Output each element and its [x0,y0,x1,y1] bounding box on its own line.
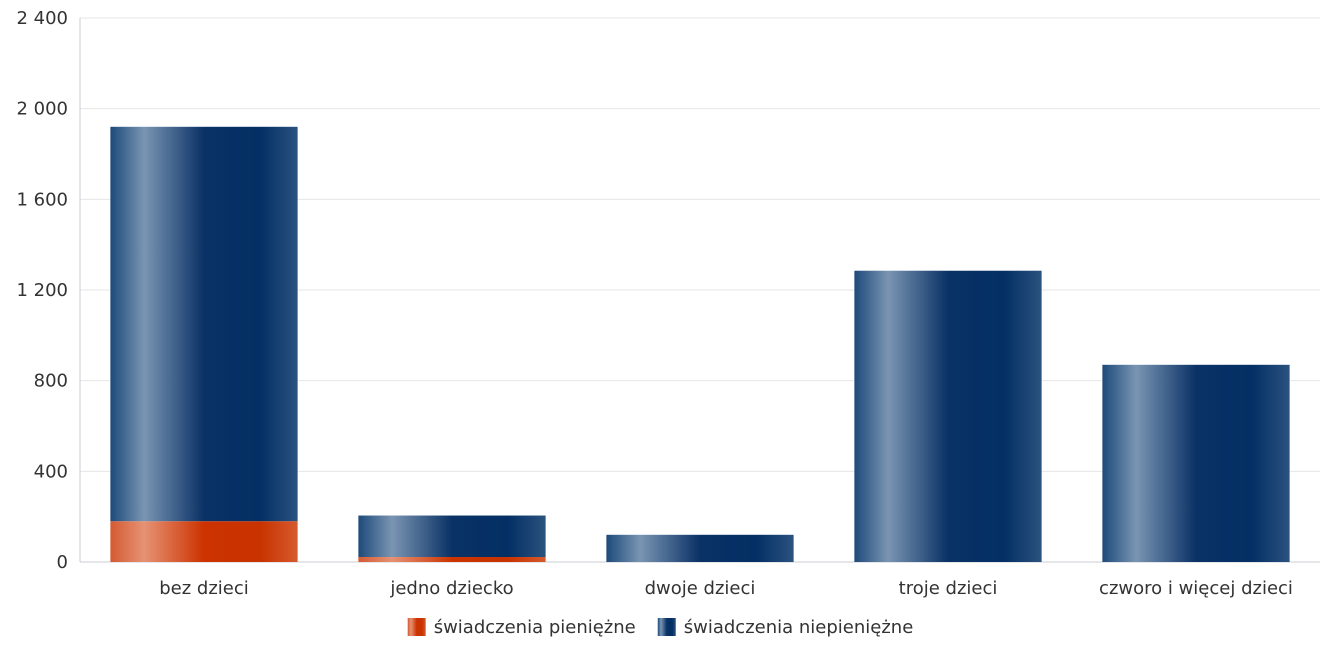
y-tick-label: 1 600 [16,189,68,210]
legend-swatch[interactable] [657,618,676,636]
y-tick-label: 2 000 [16,99,68,120]
x-axis-categories: bez dzieci jedno dziecko dwoje dzieci troje… [159,578,1293,599]
bar-segment-noncash[interactable] [358,515,546,558]
x-category-label: jedno dziecko [389,578,513,599]
bar-segment-cash[interactable] [110,521,298,562]
y-tick-label: 1 200 [16,280,68,301]
y-axis-ticks: 0 400 800 1 200 1 600 2 000 2 400 [16,8,68,573]
y-tick-label: 800 [34,371,68,392]
legend-label: świadczenia pieniężne [434,617,636,638]
bar-segment-cash[interactable] [358,557,546,562]
legend-swatch[interactable] [407,618,426,636]
x-category-label: bez dzieci [159,578,249,599]
x-category-label: dwoje dzieci [645,578,756,599]
y-tick-label: 0 [57,552,68,573]
y-tick-label: 2 400 [16,8,68,29]
bar-segment-noncash[interactable] [110,126,298,522]
y-tick-label: 400 [34,461,68,482]
legend: świadczenia pieniężne świadczenia niepien… [407,617,914,638]
bars [110,126,1290,562]
legend-label: świadczenia niepieniężne [684,617,914,638]
x-category-label: troje dzieci [899,578,998,599]
bar-segment-noncash[interactable] [854,270,1042,562]
bar-segment-noncash[interactable] [606,534,794,562]
bar-segment-noncash[interactable] [1102,364,1290,562]
x-category-label: czworo i więcej dzieci [1099,578,1293,599]
